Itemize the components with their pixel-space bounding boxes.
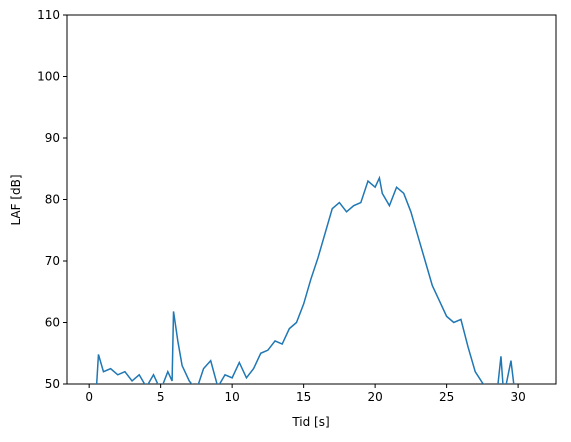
y-tick-label: 110 [37, 8, 60, 22]
x-tick-label: 30 [510, 390, 525, 404]
line-series [95, 175, 515, 384]
plot-frame [66, 14, 557, 385]
y-tick-label: 100 [37, 70, 60, 84]
y-tick-label: 90 [45, 131, 60, 145]
y-tick-label: 80 [45, 193, 60, 207]
x-tick-label: 0 [85, 390, 93, 404]
y-axis-label: LAF [dB] [9, 174, 23, 225]
y-tick-label: 70 [45, 254, 60, 268]
x-tick-label: 15 [296, 390, 311, 404]
x-tick-label: 10 [225, 390, 240, 404]
x-tick-label: 25 [439, 390, 454, 404]
x-axis-label: Tid [s] [291, 415, 329, 429]
y-tick-label: 50 [45, 377, 60, 391]
x-tick-label: 5 [157, 390, 165, 404]
x-tick-label: 20 [367, 390, 382, 404]
y-tick-label: 60 [45, 316, 60, 330]
